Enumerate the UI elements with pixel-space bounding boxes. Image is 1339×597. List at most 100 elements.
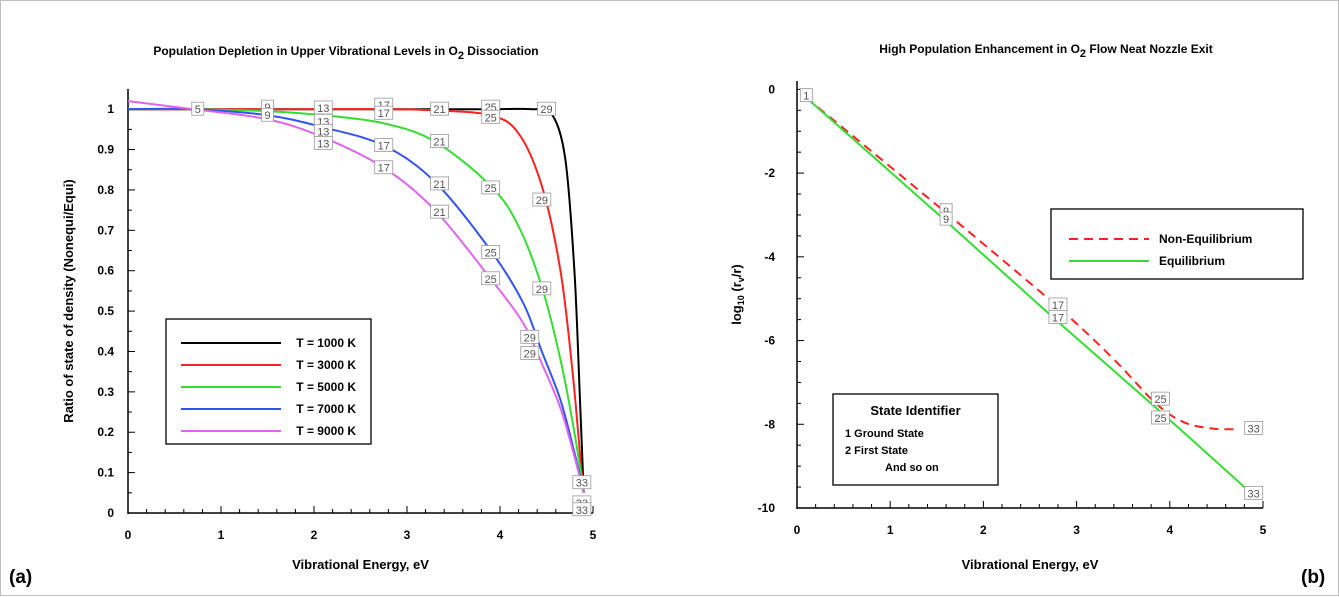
state-identifier-line: 2 First State bbox=[845, 445, 908, 457]
x-tick-label: 4 bbox=[1166, 523, 1173, 537]
series-line-5 bbox=[127, 100, 585, 494]
state-marker-box bbox=[532, 192, 552, 207]
x-tick-label: 3 bbox=[1073, 523, 1080, 537]
state-marker-label: 29 bbox=[536, 195, 548, 207]
state-marker-box bbox=[313, 136, 333, 150]
state-marker-box bbox=[799, 88, 813, 103]
y-axis-label: Ratio of state of density (Nonequi/Equi) bbox=[61, 179, 76, 422]
state-marker-box bbox=[430, 134, 449, 148]
x-tick-label: 3 bbox=[404, 528, 411, 542]
state-marker-label: 21 bbox=[433, 179, 445, 191]
x-tick-label: 1 bbox=[218, 528, 225, 542]
y-tick-label: 1 bbox=[107, 102, 114, 116]
state-marker-label: 33 bbox=[576, 478, 588, 490]
state-marker-label: 33 bbox=[1248, 488, 1260, 500]
state-marker-box bbox=[481, 245, 501, 259]
state-marker-label: 9 bbox=[943, 214, 949, 226]
state-marker-box bbox=[374, 105, 394, 120]
state-marker-label: 29 bbox=[524, 332, 536, 344]
state-marker-label: 25 bbox=[485, 274, 497, 286]
state-marker-label: 25 bbox=[485, 183, 497, 195]
legend: Non-Equilibrium Equilibrium bbox=[1050, 208, 1304, 280]
state-marker-label: 1 bbox=[803, 91, 809, 103]
state-marker-box bbox=[481, 109, 501, 124]
x-axis-label: Vibrational Energy, eV bbox=[292, 557, 429, 572]
y-tick-label: 0.7 bbox=[97, 223, 114, 237]
state-marker-box bbox=[1244, 421, 1264, 435]
state-identifier-frame bbox=[832, 393, 999, 486]
state-marker-box bbox=[430, 204, 449, 219]
legend-box bbox=[1050, 208, 1304, 280]
state-marker-label: 25 bbox=[485, 248, 497, 260]
state-marker-box bbox=[939, 211, 953, 226]
legend-label-5: T = 9000 K bbox=[296, 424, 356, 438]
series-line-1 bbox=[805, 96, 1236, 431]
state-marker-box bbox=[481, 180, 501, 195]
x-tick-label: 2 bbox=[311, 528, 318, 542]
state-marker-label: 13 bbox=[317, 126, 329, 138]
legend-label-1: Non-Equilibrium bbox=[1159, 232, 1252, 246]
x-tick-label: 0 bbox=[125, 528, 132, 542]
state-marker-box bbox=[1151, 391, 1170, 406]
legend-label-4: T = 7000 K bbox=[296, 402, 356, 416]
x-tick-label: 4 bbox=[497, 528, 504, 542]
y-tick-label: 0.2 bbox=[97, 425, 114, 439]
state-marker-box bbox=[261, 107, 274, 122]
state-identifier-title: State Identifier bbox=[870, 403, 960, 418]
state-marker-box bbox=[1151, 410, 1170, 425]
state-marker-box bbox=[520, 329, 540, 344]
y-tick-label: 0.1 bbox=[97, 466, 114, 480]
state-marker-label: 33 bbox=[576, 505, 588, 517]
legend: T = 1000 K T = 3000 K T = 5000 K T = 7000 K… bbox=[165, 318, 372, 445]
y-tick-label: 0.6 bbox=[97, 264, 114, 278]
state-marker-box bbox=[572, 502, 592, 517]
x-tick-label: 5 bbox=[590, 528, 597, 542]
state-marker-label: 5 bbox=[195, 104, 201, 116]
legend-box bbox=[165, 318, 372, 445]
y-tick-label: 0 bbox=[107, 506, 114, 520]
state-marker-label: 17 bbox=[378, 141, 390, 153]
state-marker-label: 17 bbox=[1052, 300, 1064, 312]
state-marker-label: 17 bbox=[378, 108, 390, 120]
panel-label-b: (b) bbox=[1301, 567, 1325, 588]
state-marker-box bbox=[481, 271, 501, 286]
state-marker-label: 25 bbox=[1154, 413, 1166, 425]
chart-title: Population Depletion in Upper Vibrationa… bbox=[153, 44, 538, 62]
state-identifier-line: And so on bbox=[885, 462, 939, 474]
state-marker-label: 17 bbox=[1052, 313, 1064, 325]
state-marker-label: 33 bbox=[1248, 423, 1260, 435]
y-tick-label: -8 bbox=[764, 417, 775, 431]
y-tick-label: 0.8 bbox=[97, 183, 114, 197]
state-marker-box bbox=[1244, 485, 1264, 500]
y-tick-label: -6 bbox=[764, 334, 775, 348]
legend-label-2: T = 3000 K bbox=[296, 358, 356, 372]
chart-b: High Population Enhancement in O2 Flow N… bbox=[729, 42, 1304, 572]
state-marker-label: 21 bbox=[433, 207, 445, 219]
state-marker-label: 13 bbox=[317, 139, 329, 151]
state-identifier-box: State Identifier 1 Ground State 2 First St… bbox=[832, 393, 999, 486]
series-line-4 bbox=[127, 107, 585, 494]
panel-label-a: (a) bbox=[9, 567, 32, 588]
y-tick-label: -10 bbox=[758, 501, 776, 515]
state-marker-box bbox=[572, 475, 592, 490]
state-marker-label: 29 bbox=[536, 284, 548, 296]
chart-title: High Population Enhancement in O2 Flow N… bbox=[879, 42, 1212, 60]
legend-label-3: T = 5000 K bbox=[296, 380, 356, 394]
state-marker-label: 25 bbox=[1154, 394, 1166, 406]
state-marker-label: 21 bbox=[433, 104, 445, 116]
x-tick-label: 0 bbox=[794, 523, 801, 537]
x-tick-label: 2 bbox=[980, 523, 987, 537]
state-marker-label: 9 bbox=[264, 110, 270, 122]
y-tick-label: -4 bbox=[764, 250, 775, 264]
y-tick-label: 0.9 bbox=[97, 143, 114, 157]
state-marker-label: 21 bbox=[433, 136, 445, 148]
y-tick-label: 0.3 bbox=[97, 385, 114, 399]
state-marker-box bbox=[374, 160, 394, 175]
legend-label-1: T = 1000 K bbox=[296, 336, 356, 350]
series-line-3 bbox=[127, 108, 585, 493]
state-marker-label: 29 bbox=[524, 348, 536, 360]
state-marker-label: 29 bbox=[540, 104, 552, 116]
state-identifier-line: 1 Ground State bbox=[845, 428, 924, 440]
